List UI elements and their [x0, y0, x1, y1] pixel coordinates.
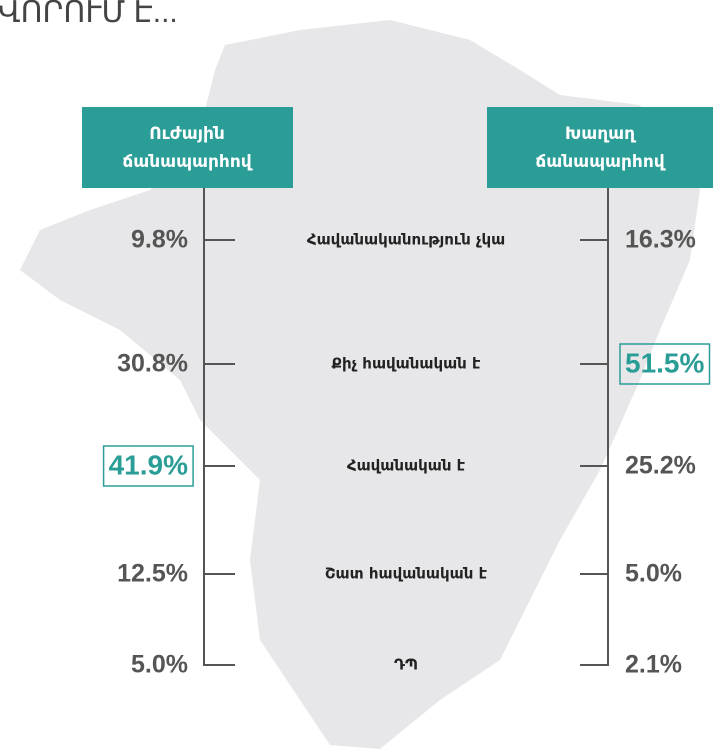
right-heading-box [487, 107, 713, 188]
left-axis [203, 188, 235, 666]
value: 12.5% [117, 560, 188, 588]
value: 2.1% [625, 651, 682, 679]
value: 5.0% [131, 651, 188, 679]
row-label: Հավանական է [347, 457, 465, 475]
left-heading-box [82, 107, 293, 188]
value: 25.2% [625, 452, 696, 480]
value: 16.3% [625, 226, 696, 254]
left-heading: ճանապարհով [122, 152, 252, 172]
highlight-box [619, 343, 711, 385]
row-label: Հավանականություն չկա [307, 231, 505, 249]
value: 30.8% [117, 350, 188, 378]
row-label: Քիչ հավանական է [331, 355, 480, 373]
right-axis [580, 188, 609, 666]
left-heading: Ուժային [149, 124, 225, 144]
title: ՎՈՐՈՒՄ Է... [0, 0, 178, 29]
value: 41.9% [109, 449, 188, 480]
map-shape [20, 20, 700, 749]
right-heading: ճանապարհով [535, 152, 665, 172]
highlight-box [102, 445, 194, 487]
row-label: Շատ հավանական է [325, 565, 487, 583]
value: 51.5% [625, 347, 704, 378]
row-label: ԴՊ [394, 656, 418, 674]
value: 9.8% [131, 226, 188, 254]
value: 5.0% [625, 560, 682, 588]
right-heading: Խաղաղ [565, 124, 636, 144]
